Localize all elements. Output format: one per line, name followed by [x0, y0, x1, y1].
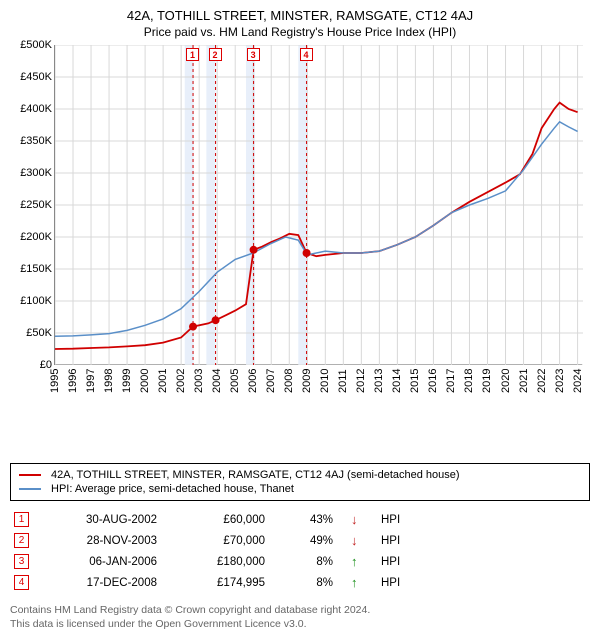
x-tick-label: 2008	[283, 369, 295, 393]
x-axis-labels: 1995199619971998199920002001200220032004…	[54, 367, 582, 413]
x-tick-label: 2018	[463, 369, 475, 393]
transaction-pct: 8%	[283, 577, 333, 589]
transaction-vs: HPI	[381, 577, 411, 589]
transaction-date: 30-AUG-2002	[47, 514, 157, 526]
x-tick-label: 2003	[193, 369, 205, 393]
x-tick-label: 2024	[572, 369, 584, 393]
legend-label: 42A, TOTHILL STREET, MINSTER, RAMSGATE, …	[51, 469, 460, 481]
legend-box: 42A, TOTHILL STREET, MINSTER, RAMSGATE, …	[10, 463, 590, 501]
transaction-price: £174,995	[175, 577, 265, 589]
x-tick-label: 2016	[427, 369, 439, 393]
y-tick-label: £200K	[20, 231, 52, 243]
x-tick-label: 2009	[301, 369, 313, 393]
footer-attribution: Contains HM Land Registry data © Crown c…	[10, 603, 590, 631]
legend-label: HPI: Average price, semi-detached house,…	[51, 483, 294, 495]
transaction-vs: HPI	[381, 556, 411, 568]
y-tick-label: £250K	[20, 199, 52, 211]
plot-svg	[55, 45, 583, 365]
x-tick-label: 2021	[518, 369, 530, 393]
y-tick-label: £50K	[26, 327, 52, 339]
transaction-pct: 8%	[283, 556, 333, 568]
x-tick-label: 2023	[554, 369, 566, 393]
transaction-row: 3 06-JAN-2006 £180,000 8% ↑ HPI	[10, 551, 590, 572]
y-tick-label: £400K	[20, 103, 52, 115]
transaction-table: 1 30-AUG-2002 £60,000 43% ↓ HPI 2 28-NOV-2003 £7…	[10, 509, 590, 593]
x-tick-label: 1999	[121, 369, 133, 393]
transaction-date: 06-JAN-2006	[47, 556, 157, 568]
x-tick-label: 2010	[319, 369, 331, 393]
legend-item: 42A, TOTHILL STREET, MINSTER, RAMSGATE, …	[19, 468, 581, 482]
y-tick-label: £500K	[20, 39, 52, 51]
y-tick-label: £350K	[20, 135, 52, 147]
x-tick-label: 2014	[391, 369, 403, 393]
transaction-pct: 49%	[283, 535, 333, 547]
transaction-marker-4: 4	[300, 48, 313, 61]
y-tick-label: £150K	[20, 263, 52, 275]
x-tick-label: 1998	[103, 369, 115, 393]
chart-area: £0£50K£100K£150K£200K£250K£300K£350K£400…	[10, 45, 590, 415]
arrow-icon: ↑	[351, 554, 363, 569]
x-tick-label: 2020	[500, 369, 512, 393]
x-tick-label: 1997	[85, 369, 97, 393]
chart-subtitle: Price paid vs. HM Land Registry's House …	[10, 25, 590, 39]
transaction-number-box: 4	[14, 575, 29, 590]
transaction-marker-2: 2	[209, 48, 222, 61]
x-tick-label: 2012	[355, 369, 367, 393]
transaction-date: 28-NOV-2003	[47, 535, 157, 547]
x-tick-label: 2001	[157, 369, 169, 393]
x-tick-label: 2022	[536, 369, 548, 393]
transaction-vs: HPI	[381, 514, 411, 526]
transaction-price: £180,000	[175, 556, 265, 568]
transaction-price: £60,000	[175, 514, 265, 526]
x-tick-label: 2000	[139, 369, 151, 393]
arrow-icon: ↓	[351, 533, 363, 548]
legend-swatch	[19, 474, 41, 476]
x-tick-label: 2011	[337, 369, 349, 393]
x-tick-label: 2019	[481, 369, 493, 393]
x-tick-label: 2017	[445, 369, 457, 393]
y-tick-label: £300K	[20, 167, 52, 179]
transaction-number-box: 3	[14, 554, 29, 569]
footer-line-2: This data is licensed under the Open Gov…	[10, 617, 590, 631]
footer-line-1: Contains HM Land Registry data © Crown c…	[10, 603, 590, 617]
x-tick-label: 2005	[229, 369, 241, 393]
transaction-marker-3: 3	[247, 48, 260, 61]
legend-item: HPI: Average price, semi-detached house,…	[19, 482, 581, 496]
transaction-row: 1 30-AUG-2002 £60,000 43% ↓ HPI	[10, 509, 590, 530]
transaction-pct: 43%	[283, 514, 333, 526]
legend-swatch	[19, 488, 41, 490]
x-tick-label: 1995	[49, 369, 61, 393]
arrow-icon: ↑	[351, 575, 363, 590]
transaction-row: 2 28-NOV-2003 £70,000 49% ↓ HPI	[10, 530, 590, 551]
transaction-number-box: 1	[14, 512, 29, 527]
y-axis-labels: £0£50K£100K£150K£200K£250K£300K£350K£400…	[10, 45, 54, 365]
x-tick-label: 1996	[67, 369, 79, 393]
x-tick-label: 2007	[265, 369, 277, 393]
transaction-vs: HPI	[381, 535, 411, 547]
y-tick-label: £450K	[20, 71, 52, 83]
transaction-marker-1: 1	[186, 48, 199, 61]
y-tick-label: £100K	[20, 295, 52, 307]
chart-title: 42A, TOTHILL STREET, MINSTER, RAMSGATE, …	[10, 8, 590, 23]
arrow-icon: ↓	[351, 512, 363, 527]
transaction-number-box: 2	[14, 533, 29, 548]
x-tick-label: 2006	[247, 369, 259, 393]
transaction-row: 4 17-DEC-2008 £174,995 8% ↑ HPI	[10, 572, 590, 593]
x-tick-label: 2002	[175, 369, 187, 393]
plot-region: 12 3 4	[54, 45, 582, 365]
x-tick-label: 2015	[409, 369, 421, 393]
transaction-date: 17-DEC-2008	[47, 577, 157, 589]
x-tick-label: 2004	[211, 369, 223, 393]
x-tick-label: 2013	[373, 369, 385, 393]
transaction-price: £70,000	[175, 535, 265, 547]
